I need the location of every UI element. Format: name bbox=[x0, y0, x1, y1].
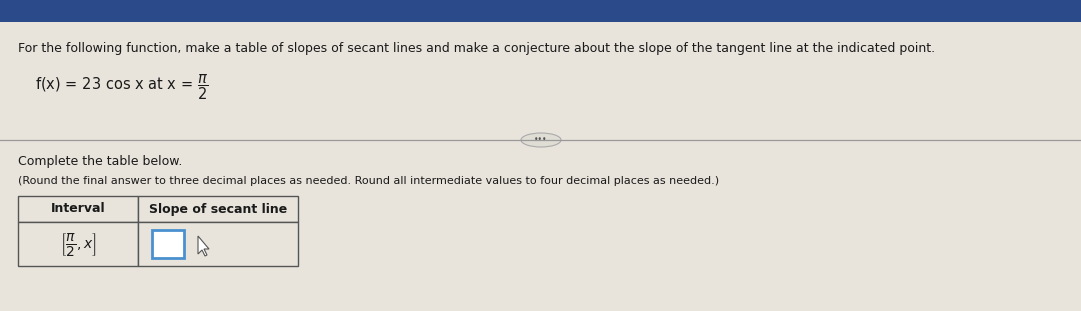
Bar bbox=[152, 230, 184, 258]
Text: For the following function, make a table of slopes of secant lines and make a co: For the following function, make a table… bbox=[18, 42, 935, 55]
Text: Slope of secant line: Slope of secant line bbox=[149, 202, 288, 216]
Text: $\left[\dfrac{\pi}{2}, x\right]$: $\left[\dfrac{\pi}{2}, x\right]$ bbox=[59, 230, 96, 258]
Bar bbox=[138, 222, 298, 266]
Text: (Round the final answer to three decimal places as needed. Round all intermediat: (Round the final answer to three decimal… bbox=[18, 176, 719, 186]
Text: Interval: Interval bbox=[51, 202, 105, 216]
Ellipse shape bbox=[521, 133, 561, 147]
Polygon shape bbox=[198, 236, 209, 256]
Text: Complete the table below.: Complete the table below. bbox=[18, 155, 183, 168]
Bar bbox=[0, 0, 1081, 22]
Bar bbox=[18, 222, 138, 266]
Text: f(x) = 23 cos x at x = $\dfrac{\pi}{2}$: f(x) = 23 cos x at x = $\dfrac{\pi}{2}$ bbox=[35, 72, 209, 102]
Bar bbox=[18, 196, 138, 222]
Bar bbox=[138, 196, 298, 222]
Text: •••: ••• bbox=[534, 136, 548, 145]
